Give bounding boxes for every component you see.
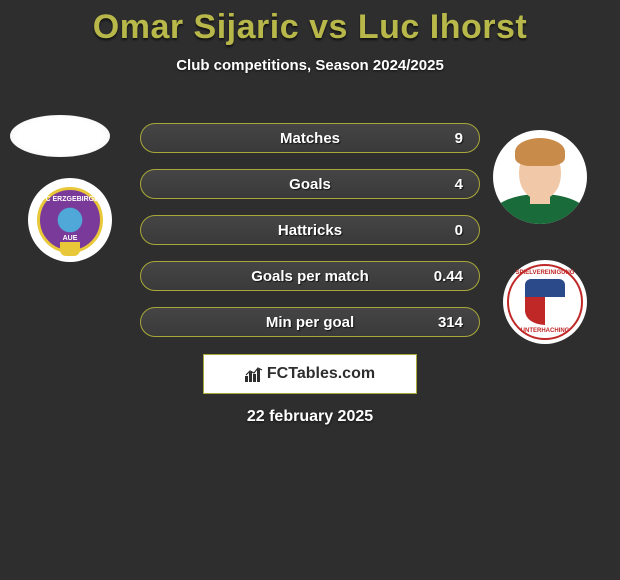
stat-label: Hattricks — [278, 222, 342, 239]
footer-attribution[interactable]: FCTables.com — [203, 354, 417, 394]
subtitle: Club competitions, Season 2024/2025 — [0, 57, 620, 74]
stat-bar-goals: Goals 4 — [140, 169, 480, 199]
club-left-text-bottom: AUE — [40, 235, 100, 242]
stats-area: Matches 9 Goals 4 Hattricks 0 Goals per … — [140, 123, 480, 353]
date-text: 22 february 2025 — [0, 408, 620, 426]
stat-label: Goals per match — [251, 268, 369, 285]
stat-bar-hattricks: Hattricks 0 — [140, 215, 480, 245]
stat-right-value: 4 — [455, 176, 463, 193]
vs-text: vs — [309, 8, 348, 46]
stat-right-value: 314 — [438, 314, 463, 331]
club-right-shield — [525, 279, 565, 325]
stat-right-value: 0.44 — [434, 268, 463, 285]
club-badge-left-inner: FC ERZGEBIRGE AUE — [37, 187, 103, 253]
stat-bar-mpg: Min per goal 314 — [140, 307, 480, 337]
stat-bar-matches: Matches 9 — [140, 123, 480, 153]
player-right-avatar — [493, 130, 587, 224]
player1-name: Omar Sijaric — [93, 8, 299, 46]
club-right-text-bottom: UNTERHACHING — [509, 328, 581, 334]
stat-label: Matches — [280, 130, 340, 147]
player2-name: Luc Ihorst — [358, 8, 527, 46]
stat-bar-gpm: Goals per match 0.44 — [140, 261, 480, 291]
stat-right-value: 9 — [455, 130, 463, 147]
stat-label: Min per goal — [266, 314, 354, 331]
bar-chart-icon — [245, 366, 263, 382]
player-left-avatar — [10, 115, 110, 157]
club-left-text-top: FC ERZGEBIRGE — [40, 196, 100, 203]
club-right-text-top: SPIELVEREINIGUNG — [509, 270, 581, 276]
comparison-title: Omar Sijaric vs Luc Ihorst — [0, 0, 620, 47]
club-badge-right-ring: SPIELVEREINIGUNG UNTERHACHING — [507, 264, 583, 340]
avatar-hair — [515, 138, 565, 166]
club-right-shield-top — [525, 279, 565, 297]
club-right-shield-bottom — [525, 297, 565, 325]
footer-brand: FCTables.com — [267, 365, 375, 383]
stat-label: Goals — [289, 176, 331, 193]
stat-right-value: 0 — [455, 222, 463, 239]
club-badge-left: FC ERZGEBIRGE AUE — [28, 178, 112, 262]
club-badge-right: SPIELVEREINIGUNG UNTERHACHING — [503, 260, 587, 344]
